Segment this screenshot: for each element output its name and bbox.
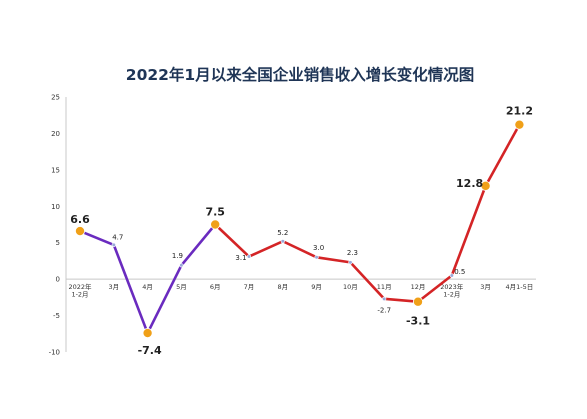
y-tick-label: -5	[53, 312, 60, 320]
data-label: -7.4	[138, 344, 162, 357]
point-marker	[449, 273, 454, 278]
data-labels: 6.6 4.7 -7.4 1.9 7.5 3.1 5.2 3.0 2.3 -2.7 -3.1 0.5 1…	[70, 105, 533, 357]
x-tick-label: 12月	[411, 283, 426, 291]
point-marker	[348, 260, 353, 265]
y-tick-labels: -10 -5 0 5 10 15 20 25	[49, 94, 60, 357]
data-label: 7.5	[205, 206, 225, 219]
data-label: 4.7	[112, 233, 123, 241]
y-tick-label: 15	[51, 166, 60, 174]
data-label: 3.0	[313, 244, 324, 252]
x-category-labels: 2022年 1-2月 3月 4月 5月 6月 7月 8月 9月 10月 11月 12月 2023年 1-2…	[68, 282, 533, 299]
x-tick-label: 3月	[108, 283, 119, 291]
highlight-marker	[412, 296, 423, 307]
x-tick-label: 4月	[142, 283, 153, 291]
x-tick-label: 7月	[244, 283, 255, 291]
x-tick-label: 6月	[210, 283, 221, 291]
x-tick-label: 9月	[311, 283, 322, 291]
data-label: 2.3	[347, 249, 358, 257]
point-marker	[246, 254, 252, 259]
point-marker	[280, 239, 285, 244]
x-tick-label: 4月1-5日	[506, 283, 534, 291]
x-tick-label: 2022年 1-2月	[68, 282, 92, 299]
x-tick-label: 5月	[176, 283, 187, 291]
highlight-marker	[210, 219, 221, 230]
data-label: 3.1	[235, 254, 246, 262]
highlight-marker	[142, 328, 153, 339]
highlight-marker	[514, 119, 525, 130]
y-tick-label: 5	[56, 239, 60, 247]
y-tick-label: 10	[51, 203, 60, 211]
x-tick-label: 2023年 1-2月	[440, 282, 464, 299]
data-label: 0.5	[454, 268, 465, 276]
data-label: 12.8	[456, 177, 483, 190]
data-label: -2.7	[377, 306, 391, 314]
point-marker	[179, 263, 184, 268]
data-label: 1.9	[172, 252, 183, 260]
series-lines	[78, 123, 521, 335]
point-marker	[314, 255, 319, 260]
y-tick-label: -10	[49, 349, 60, 357]
x-tick-label: 10月	[343, 283, 358, 291]
y-tick-label: 25	[51, 94, 60, 102]
highlight-marker	[75, 226, 86, 237]
highlight-marker	[480, 180, 491, 191]
x-tick-label: 11月	[377, 283, 392, 291]
point-marker	[111, 242, 116, 247]
data-label: 21.2	[506, 105, 533, 118]
x-tick-label: 8月	[277, 283, 288, 291]
data-label: 6.6	[70, 213, 90, 226]
data-markers	[75, 119, 525, 339]
data-label: 5.2	[277, 229, 288, 237]
point-marker	[382, 296, 387, 301]
y-tick-label: 0	[56, 276, 60, 284]
x-tick-label: 3月	[480, 283, 491, 291]
y-tick-label: 20	[51, 130, 60, 138]
chart-title: 2022年1月以来全国企业销售收入增长变化情况图	[126, 65, 474, 84]
data-label: -3.1	[406, 315, 430, 328]
series-line-red	[213, 123, 521, 304]
